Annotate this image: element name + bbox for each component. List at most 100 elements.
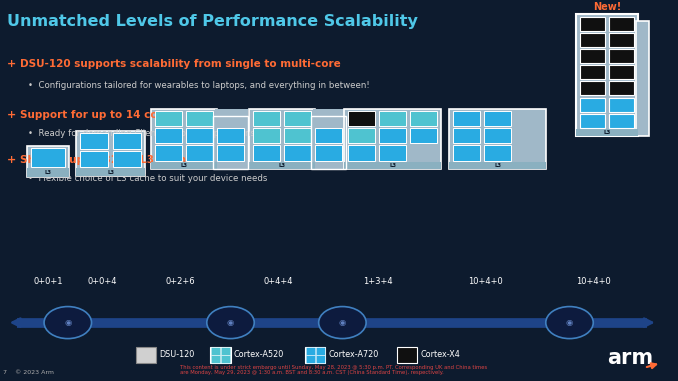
Bar: [348, 111, 375, 126]
Text: Cortex-A720: Cortex-A720: [329, 351, 379, 360]
Bar: [253, 146, 280, 160]
Bar: [284, 111, 311, 126]
Text: •  Ready for demanding Client compute applications: • Ready for demanding Client compute app…: [28, 129, 256, 138]
Bar: [379, 146, 406, 160]
Bar: [609, 49, 634, 63]
Ellipse shape: [319, 307, 366, 339]
Text: New!: New!: [593, 2, 621, 12]
Bar: [151, 109, 217, 169]
Bar: [211, 347, 220, 355]
Text: 0+4+4: 0+4+4: [264, 277, 294, 286]
Bar: [484, 146, 511, 160]
Bar: [249, 109, 315, 169]
Text: L3: L3: [494, 163, 501, 168]
Text: arm: arm: [607, 348, 654, 368]
Bar: [313, 109, 346, 169]
Bar: [315, 146, 342, 160]
Bar: [211, 355, 220, 363]
Text: ◉: ◉: [227, 318, 234, 327]
Text: ◉: ◉: [64, 318, 71, 327]
Text: DSU-120 supports scalability from single to multi-core: DSU-120 supports scalability from single…: [20, 59, 341, 69]
Bar: [576, 14, 638, 136]
Bar: [249, 162, 315, 169]
Bar: [609, 98, 634, 112]
Bar: [316, 355, 325, 363]
Bar: [215, 109, 248, 169]
Text: +: +: [7, 110, 16, 120]
Bar: [186, 146, 213, 160]
Bar: [449, 109, 546, 169]
Text: L3: L3: [279, 163, 285, 168]
Text: Sharing up to 32MB L3 Cache: Sharing up to 32MB L3 Cache: [20, 155, 193, 165]
Bar: [580, 16, 605, 30]
Ellipse shape: [44, 307, 92, 339]
Bar: [76, 168, 145, 176]
Ellipse shape: [207, 307, 254, 339]
Bar: [186, 111, 213, 126]
Text: ◉: ◉: [566, 318, 573, 327]
Bar: [580, 82, 605, 95]
Bar: [305, 347, 325, 363]
Text: •  Flexible choice of L3 cache to suit your device needs: • Flexible choice of L3 cache to suit yo…: [28, 174, 268, 184]
Bar: [453, 128, 480, 143]
Bar: [609, 16, 634, 30]
Bar: [76, 131, 145, 176]
Bar: [284, 146, 311, 160]
Text: •  Configurations tailored for wearables to laptops, and everything in between!: • Configurations tailored for wearables …: [28, 82, 370, 90]
Bar: [344, 109, 441, 169]
Bar: [580, 114, 605, 128]
Bar: [580, 49, 605, 63]
Bar: [609, 82, 634, 95]
Text: Cortex-X4: Cortex-X4: [420, 351, 460, 360]
Bar: [221, 347, 230, 355]
Bar: [580, 65, 605, 79]
Bar: [348, 146, 375, 160]
Text: ◉: ◉: [339, 318, 346, 327]
Bar: [580, 98, 605, 112]
Bar: [155, 146, 182, 160]
Bar: [344, 162, 441, 169]
Bar: [80, 152, 108, 167]
Bar: [210, 347, 231, 363]
Bar: [217, 146, 244, 160]
Text: 0+0+1: 0+0+1: [33, 277, 63, 286]
Text: L3: L3: [45, 170, 52, 175]
Text: 0+0+4: 0+0+4: [87, 277, 117, 286]
Bar: [348, 128, 375, 143]
Bar: [27, 168, 69, 177]
Bar: [253, 111, 280, 126]
Bar: [217, 128, 244, 143]
Bar: [31, 149, 65, 167]
Bar: [155, 111, 182, 126]
Bar: [306, 355, 315, 363]
Bar: [284, 128, 311, 143]
Text: 0+2+6: 0+2+6: [165, 277, 195, 286]
Bar: [580, 33, 605, 47]
Bar: [221, 355, 230, 363]
Text: This content is under strict embargo until Sunday, May 28, 2023 @ 5:30 p.m. PT. : This content is under strict embargo unt…: [180, 365, 487, 375]
Bar: [213, 116, 248, 169]
Text: 10+4+0: 10+4+0: [576, 277, 612, 286]
Text: L3: L3: [389, 163, 396, 168]
Text: DSU-120: DSU-120: [159, 351, 195, 360]
Bar: [379, 128, 406, 143]
Bar: [113, 152, 141, 167]
Bar: [27, 146, 69, 177]
Bar: [609, 65, 634, 79]
Bar: [484, 128, 511, 143]
Bar: [186, 128, 213, 143]
Bar: [636, 21, 649, 136]
Text: +: +: [7, 155, 16, 165]
Ellipse shape: [546, 307, 593, 339]
Bar: [609, 114, 634, 128]
Text: 7    © 2023 Arm: 7 © 2023 Arm: [3, 370, 54, 375]
Text: 10+4+0: 10+4+0: [468, 277, 503, 286]
Bar: [136, 347, 156, 363]
Bar: [253, 128, 280, 143]
Bar: [449, 162, 546, 169]
Text: Cortex-A520: Cortex-A520: [234, 351, 284, 360]
Text: Unmatched Levels of Performance Scalability: Unmatched Levels of Performance Scalabil…: [7, 14, 418, 29]
Bar: [306, 347, 315, 355]
Text: Support for up to 14 cores: Support for up to 14 cores: [20, 110, 176, 120]
Text: L3: L3: [107, 170, 114, 175]
